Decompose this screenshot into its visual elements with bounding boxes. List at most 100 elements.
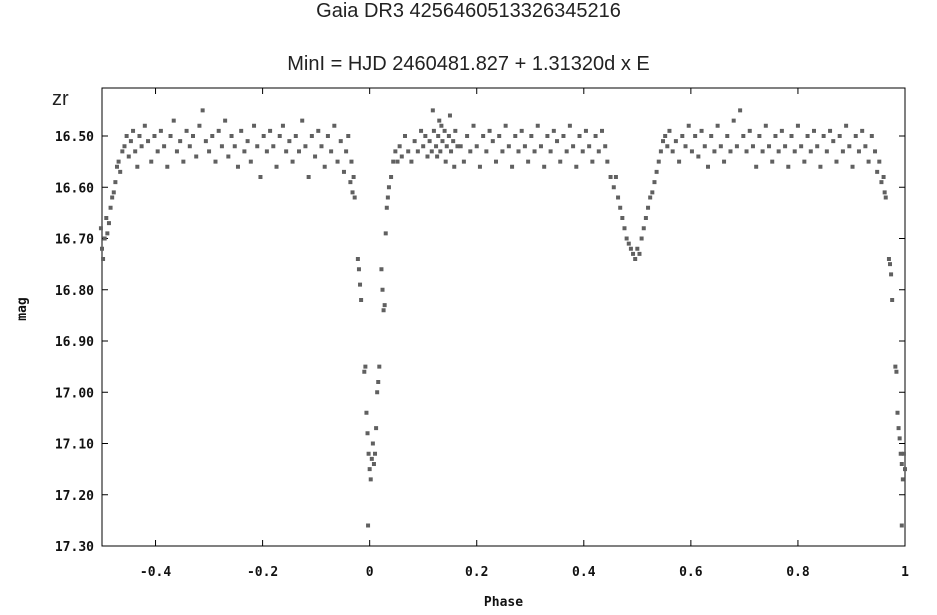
data-point [889, 272, 894, 277]
data-point [440, 139, 445, 144]
data-point [818, 164, 823, 169]
data-point [158, 128, 163, 133]
data-point [587, 144, 592, 149]
data-point [828, 128, 833, 133]
data-point [389, 175, 394, 179]
data-point [840, 149, 845, 154]
data-point [439, 123, 444, 128]
data-point [709, 134, 714, 138]
data-point [346, 134, 351, 138]
data-point [399, 154, 404, 159]
data-point [104, 216, 109, 220]
data-point [421, 144, 426, 149]
data-point [548, 149, 553, 154]
data-point [338, 139, 343, 144]
data-point [412, 139, 417, 144]
data-point [506, 144, 511, 149]
data-point [397, 144, 402, 149]
data-point [219, 144, 224, 149]
data-point [194, 154, 199, 159]
data-point [767, 144, 772, 149]
data-point [877, 159, 882, 164]
data-point [322, 164, 327, 169]
data-point [808, 149, 813, 154]
data-point [510, 164, 515, 169]
data-point [613, 175, 618, 179]
data-point [409, 159, 414, 164]
data-point [901, 451, 906, 456]
data-point [750, 144, 755, 149]
data-point [380, 287, 385, 292]
data-point [406, 149, 411, 154]
data-point [335, 159, 340, 164]
y-tick-label: 16.90 [55, 335, 94, 350]
data-point [879, 180, 884, 185]
data-point [624, 236, 629, 241]
data-point [146, 139, 151, 144]
data-point [881, 175, 886, 179]
data-point [446, 134, 451, 138]
data-point [757, 134, 762, 138]
data-point [325, 134, 330, 138]
data-point [648, 195, 653, 200]
data-point [821, 134, 826, 138]
data-point [471, 123, 476, 128]
data-point [452, 164, 457, 169]
data-point [897, 436, 902, 441]
data-point [677, 159, 682, 164]
data-point [423, 134, 428, 138]
data-point [395, 159, 400, 164]
data-point [207, 149, 212, 154]
data-point [313, 154, 318, 159]
data-point [564, 149, 569, 154]
data-point [779, 128, 784, 133]
data-point [252, 123, 257, 128]
data-point [384, 205, 389, 210]
data-point [155, 149, 160, 154]
data-point [364, 410, 369, 415]
data-point [522, 144, 527, 149]
data-point [120, 149, 125, 154]
data-point [712, 149, 717, 154]
data-point [646, 205, 651, 210]
data-point [652, 180, 657, 185]
data-point [834, 159, 839, 164]
y-tick-label: 17.10 [55, 438, 94, 453]
data-point [895, 410, 900, 415]
data-point [293, 134, 298, 138]
data-point [174, 149, 179, 154]
data-point [535, 123, 540, 128]
data-point [853, 134, 858, 138]
data-point [366, 523, 371, 528]
data-point [369, 456, 374, 461]
data-point [351, 175, 356, 179]
data-point [474, 144, 479, 149]
data-point [760, 149, 765, 154]
data-point [494, 159, 499, 164]
data-point [900, 477, 905, 482]
data-point [545, 134, 550, 138]
x-tick-label: -0.4 [140, 565, 171, 580]
data-point [577, 134, 582, 138]
data-point [503, 123, 508, 128]
data-point [484, 149, 489, 154]
data-point [255, 144, 260, 149]
data-point [738, 108, 743, 113]
data-point [434, 144, 439, 149]
data-point [277, 134, 282, 138]
data-point [583, 128, 588, 133]
plot-frame [101, 87, 906, 547]
y-tick-label: 16.80 [55, 284, 94, 299]
data-point [665, 144, 670, 149]
data-point [377, 364, 382, 369]
data-point [245, 139, 250, 144]
data-point [124, 134, 129, 138]
data-point [374, 426, 379, 431]
data-point [442, 128, 447, 133]
data-point [232, 144, 237, 149]
data-point [600, 128, 605, 133]
data-point [356, 267, 361, 272]
data-point [316, 128, 321, 133]
data-point [126, 154, 131, 159]
